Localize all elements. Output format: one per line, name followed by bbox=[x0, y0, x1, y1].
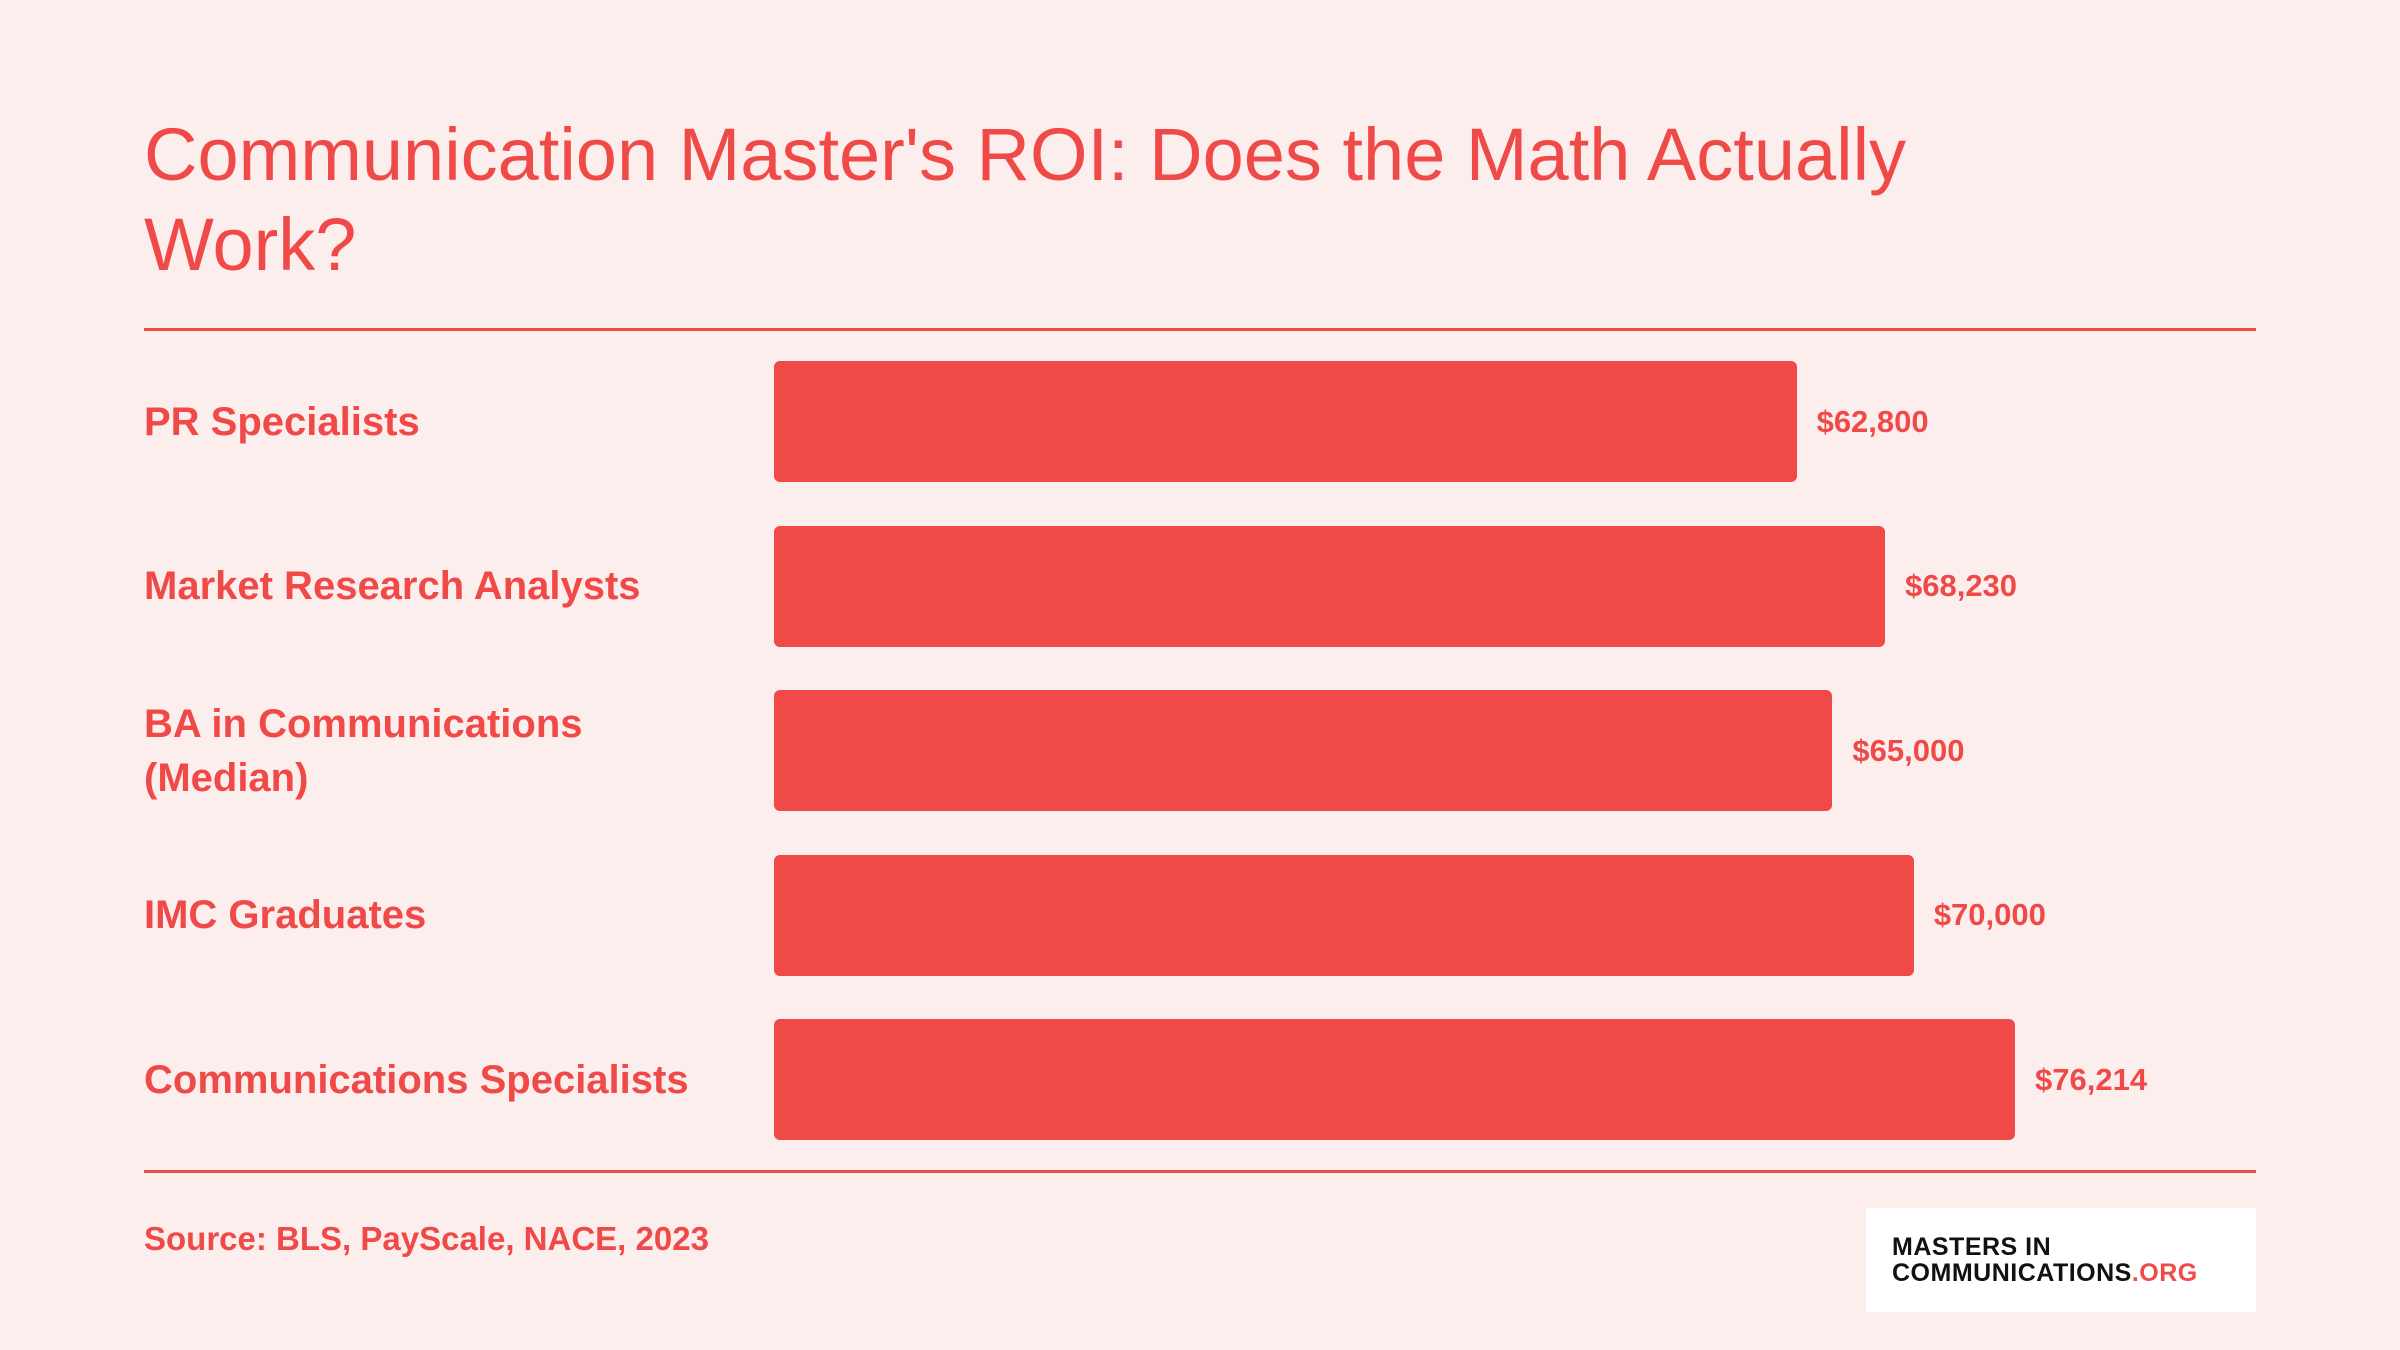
logo: MASTERS IN COMMUNICATIONS.ORG bbox=[1866, 1208, 2256, 1312]
logo-line: COMMUNICATIONS.ORG bbox=[1892, 1260, 2198, 1286]
category-label: PR Specialists bbox=[144, 399, 420, 444]
chart-title: Communication Master's ROI: Does the Mat… bbox=[144, 113, 1907, 286]
value-label: $70,000 bbox=[1933, 897, 2046, 932]
category-label: BA in Communications (Median) bbox=[144, 701, 583, 800]
bar bbox=[774, 1019, 2015, 1140]
logo-text: COMMUNICATIONS bbox=[1892, 1259, 2132, 1287]
value-label: $68,230 bbox=[1904, 568, 2018, 603]
logo-suffix: .ORG bbox=[2131, 1259, 2198, 1287]
value-label: $76,214 bbox=[2035, 1061, 2148, 1097]
divider bbox=[144, 1170, 2256, 1173]
logo-line: MASTERS IN bbox=[1892, 1233, 2052, 1261]
value-label: $62,800 bbox=[1816, 403, 1929, 439]
bar bbox=[774, 690, 1833, 811]
category-label: IMC Graduates bbox=[144, 893, 427, 937]
value-label: $65,000 bbox=[1852, 732, 1965, 768]
source-note: Source: BLS, PayScale, NACE, 2023 bbox=[144, 1220, 709, 1257]
bar bbox=[774, 525, 1885, 647]
bar bbox=[774, 854, 1914, 976]
divider bbox=[144, 328, 2256, 331]
bar bbox=[774, 361, 1797, 482]
category-label: Communications Specialists bbox=[144, 1057, 689, 1102]
category-label: Market Research Analysts bbox=[144, 564, 641, 608]
